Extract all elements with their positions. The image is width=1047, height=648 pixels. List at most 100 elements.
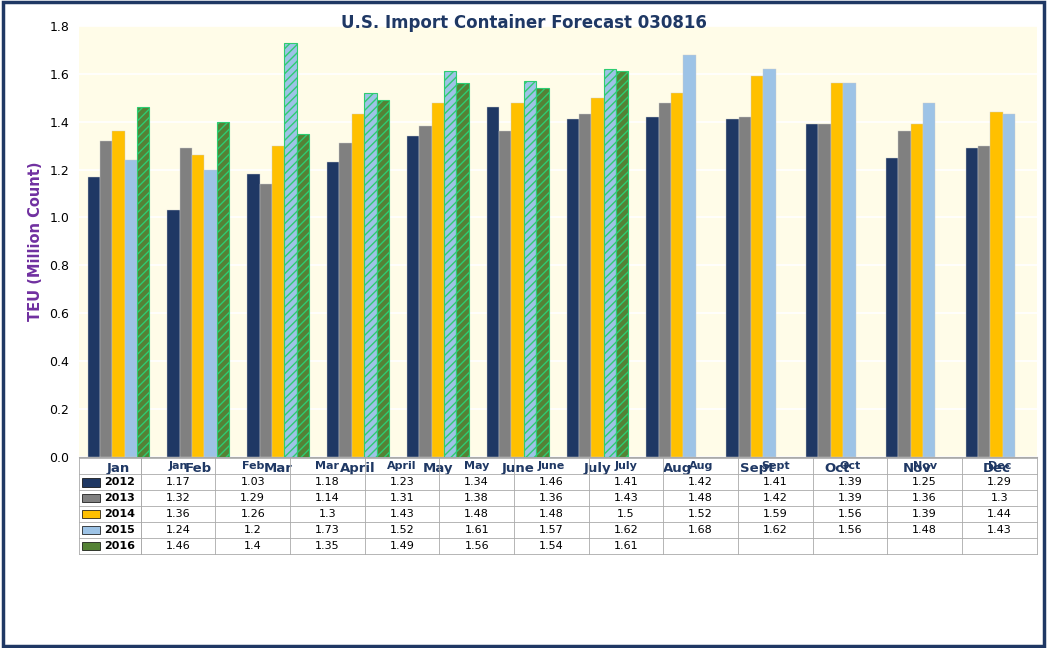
Text: June: June [538, 461, 565, 471]
Bar [886, 157, 898, 457]
Text: 1.35: 1.35 [315, 541, 339, 551]
Text: 1.43: 1.43 [389, 509, 415, 519]
Bar [296, 133, 309, 457]
Bar [377, 100, 388, 457]
Text: 1.26: 1.26 [241, 509, 265, 519]
Text: Dec: Dec [987, 461, 1011, 471]
Text: July: July [615, 461, 638, 471]
Bar [806, 124, 819, 457]
Bar [125, 160, 137, 457]
Bar [192, 156, 204, 457]
Text: Notes: Months displayed with a pattern are forecasted months.: Notes: Months displayed with a pattern a… [19, 628, 465, 641]
Bar [352, 115, 364, 457]
Bar [727, 119, 738, 457]
Text: 1.48: 1.48 [539, 509, 563, 519]
Bar [180, 148, 192, 457]
Bar [272, 146, 285, 457]
Text: Oct: Oct [840, 461, 861, 471]
Bar [137, 108, 150, 457]
Bar [898, 132, 911, 457]
Bar [444, 71, 456, 457]
Text: 1.61: 1.61 [465, 525, 489, 535]
Bar [646, 117, 659, 457]
Text: Chart created by MIQ Logistics Marketing Team 03/08/16. Chart sourced from Globa: Chart created by MIQ Logistics Marketing… [19, 573, 867, 586]
Text: 2016: 2016 [105, 541, 135, 551]
Bar [431, 102, 444, 457]
Bar [260, 184, 272, 457]
Text: 1.49: 1.49 [389, 541, 415, 551]
Bar [616, 71, 628, 457]
Text: 1.48: 1.48 [464, 509, 489, 519]
Bar [965, 148, 978, 457]
Bar [830, 84, 843, 457]
Text: Aug: Aug [689, 461, 713, 471]
Text: April: April [387, 461, 417, 471]
Bar [83, 542, 99, 550]
Text: 1.25: 1.25 [912, 477, 937, 487]
Bar [923, 102, 935, 457]
Text: 1.17: 1.17 [165, 477, 191, 487]
Text: 1.56: 1.56 [465, 541, 489, 551]
Bar [763, 69, 776, 457]
Text: 1.38: 1.38 [464, 493, 489, 503]
Text: 1.68: 1.68 [688, 525, 713, 535]
Text: 1.44: 1.44 [986, 509, 1011, 519]
Text: 1.36: 1.36 [912, 493, 937, 503]
Bar [339, 143, 352, 457]
Text: 1.39: 1.39 [838, 493, 863, 503]
Text: Feb: Feb [242, 461, 264, 471]
Bar [524, 81, 536, 457]
Bar [99, 141, 112, 457]
Text: 1.48: 1.48 [688, 493, 713, 503]
Bar [83, 478, 99, 487]
Bar [499, 132, 511, 457]
Bar [88, 177, 99, 457]
Text: 1.62: 1.62 [614, 525, 639, 535]
Text: Nov: Nov [913, 461, 937, 471]
Text: 1.14: 1.14 [315, 493, 340, 503]
Text: 1.2: 1.2 [244, 525, 262, 535]
Text: 1.52: 1.52 [389, 525, 415, 535]
Y-axis label: TEU (Million Count): TEU (Million Count) [27, 161, 43, 321]
Text: 1.56: 1.56 [838, 509, 863, 519]
Bar [168, 210, 180, 457]
Bar [911, 124, 923, 457]
Text: 1.39: 1.39 [912, 509, 937, 519]
Text: National Retail Federation (NRF) and Hackett Associates.: National Retail Federation (NRF) and Hac… [19, 601, 421, 614]
Text: 1.03: 1.03 [241, 477, 265, 487]
Text: 1.4: 1.4 [244, 541, 262, 551]
Text: 1.42: 1.42 [763, 493, 787, 503]
Text: 1.36: 1.36 [165, 509, 191, 519]
Text: 2013: 2013 [105, 493, 135, 503]
Text: 1.62: 1.62 [763, 525, 787, 535]
Text: 1.3: 1.3 [318, 509, 336, 519]
Bar [659, 102, 671, 457]
Bar [604, 69, 616, 457]
Bar [83, 526, 99, 535]
Text: 1.36: 1.36 [539, 493, 563, 503]
Bar [364, 93, 377, 457]
Bar [819, 124, 830, 457]
Text: 1.34: 1.34 [464, 477, 489, 487]
Text: 2012: 2012 [105, 477, 135, 487]
Bar [566, 119, 579, 457]
Text: U.S. Import Container Forecast 030816: U.S. Import Container Forecast 030816 [340, 14, 707, 32]
Bar [487, 108, 499, 457]
Bar [684, 54, 696, 457]
Bar [738, 117, 751, 457]
Text: 1.56: 1.56 [838, 525, 863, 535]
Text: Sept: Sept [761, 461, 789, 471]
Bar [978, 146, 990, 457]
Text: 1.59: 1.59 [763, 509, 787, 519]
Text: 1.31: 1.31 [389, 493, 415, 503]
Bar [990, 112, 1003, 457]
Bar [592, 98, 604, 457]
Text: 1.57: 1.57 [539, 525, 563, 535]
Text: 1.46: 1.46 [165, 541, 191, 551]
Text: 1.43: 1.43 [614, 493, 639, 503]
Text: 1.24: 1.24 [165, 525, 191, 535]
Bar [751, 76, 763, 457]
Text: 1.73: 1.73 [315, 525, 340, 535]
Bar [204, 170, 217, 457]
Bar [511, 102, 524, 457]
